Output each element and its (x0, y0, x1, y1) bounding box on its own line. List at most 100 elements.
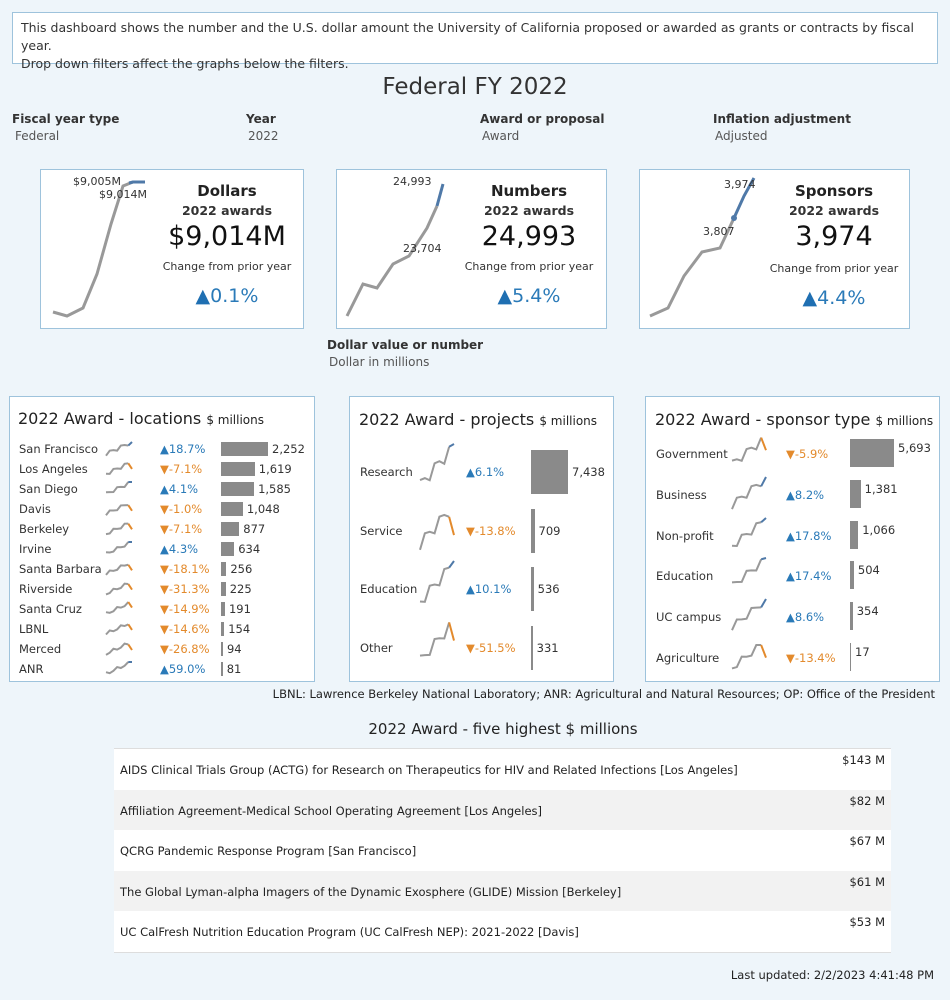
up-triangle-icon: ▲ (786, 610, 795, 625)
change-percent: ▼-13.8% (466, 523, 516, 538)
trend-sparkline (731, 437, 767, 463)
down-triangle-icon: ▼ (160, 622, 169, 636)
award-amount: $82 M (849, 793, 885, 808)
change-percent: ▼-26.8% (160, 642, 210, 656)
value-bar (850, 602, 853, 631)
value-bar (531, 567, 534, 611)
breakdown-row[interactable]: Other ▼-51.5% 331 (350, 617, 613, 676)
change-percent: ▼-1.0% (160, 502, 203, 516)
value-bar (850, 643, 851, 671)
breakdown-row[interactable]: Santa Cruz ▼-14.9% 191 (10, 599, 314, 619)
change-percent: ▼-14.6% (160, 622, 210, 636)
kpi-subtitle: 2022 awards (483, 203, 575, 218)
trend-sparkline (731, 644, 767, 670)
row-label: Non-profit (656, 528, 714, 543)
intro-text-line2: Drop down filters affect the graphs belo… (21, 56, 349, 71)
breakdown-row[interactable]: Research ▲6.1% 7,438 (350, 441, 613, 500)
filter-label: Award or proposal (480, 112, 605, 126)
filter-value[interactable]: 2022 (248, 129, 279, 143)
breakdown-row[interactable]: Santa Barbara ▼-18.1% 256 (10, 559, 314, 579)
filter-value[interactable]: Award (482, 129, 520, 143)
row-label: Government (656, 447, 728, 461)
breakdown-row[interactable]: Riverside ▼-31.3% 225 (10, 579, 314, 599)
bar-value-label: 1,619 (258, 462, 292, 476)
row-label: Davis (19, 502, 51, 516)
spark-label-prior: 3,807 (703, 225, 735, 238)
up-triangle-icon: ▲ (160, 542, 169, 556)
breakdown-row[interactable]: Los Angeles ▼-7.1% 1,619 (10, 459, 314, 479)
row-label: Service (360, 523, 403, 538)
spark-label-current: 3,974 (724, 178, 756, 191)
kpi-change: ▲5.4% (497, 285, 561, 307)
award-amount: $143 M (842, 753, 885, 767)
panel-title: 2022 Award - locations $ millions (18, 409, 264, 428)
filter-value[interactable]: Dollar in millions (329, 355, 430, 369)
filter-dollar-value-or-number[interactable]: Dollar value or number Dollar in million… (327, 338, 483, 369)
kpi-value: 24,993 (481, 221, 577, 252)
breakdown-row[interactable]: Irvine ▲4.3% 634 (10, 539, 314, 559)
breakdown-row[interactable]: San Francisco ▲18.7% 2,252 (10, 439, 314, 459)
breakdown-row[interactable]: Business ▲8.2% 1,381 (646, 474, 939, 515)
trend-sparkline (731, 598, 767, 631)
breakdown-row[interactable]: LBNL ▼-14.6% 154 (10, 619, 314, 639)
page-title: Federal FY 2022 (382, 74, 568, 100)
top-five-title: 2022 Award - five highest $ millions (368, 720, 638, 738)
filter-inflation-adjustment[interactable]: Inflation adjustment Adjusted (713, 112, 851, 143)
intro-text-line1: This dashboard shows the number and the … (21, 20, 914, 53)
bar-value-label: 536 (537, 582, 560, 596)
panel-title: 2022 Award - sponsor type $ millions (655, 410, 934, 429)
change-percent: ▼-31.3% (160, 582, 210, 596)
bar-value-label: 191 (228, 602, 251, 616)
breakdown-row[interactable]: Berkeley ▼-7.1% 877 (10, 519, 314, 539)
value-bar (221, 662, 223, 676)
dollars-sparkline (52, 180, 145, 318)
bar-value-label: 634 (238, 542, 261, 556)
bar-value-label: 94 (226, 642, 242, 656)
breakdown-row[interactable]: Service ▼-13.8% 709 (350, 500, 613, 559)
bar-value-label: 504 (857, 563, 880, 578)
change-percent: ▲17.4% (786, 569, 832, 584)
row-label: Santa Cruz (19, 602, 82, 616)
change-percent: ▲4.3% (160, 542, 199, 556)
change-percent: ▼-5.9% (786, 447, 829, 461)
up-triangle-icon: ▲ (195, 285, 211, 307)
value-bar (221, 642, 223, 656)
kpi-title: Sponsors (794, 182, 874, 200)
value-bar (221, 602, 225, 616)
award-name: Affiliation Agreement-Medical School Ope… (120, 803, 542, 818)
filter-award-or-proposal[interactable]: Award or proposal Award (480, 112, 604, 143)
up-triangle-icon: ▲ (466, 465, 475, 479)
breakdown-row[interactable]: Education ▲17.4% 504 (646, 555, 939, 596)
up-triangle-icon: ▲ (160, 482, 169, 496)
value-bar (221, 582, 226, 596)
kpi-card-sponsors: 3,974 3,807 Sponsors 2022 awards 3,974 C… (639, 169, 910, 329)
breakdown-row[interactable]: Agriculture ▼-13.4% 17 (646, 637, 939, 678)
row-label: Merced (19, 642, 62, 656)
bar-value-label: 256 (230, 562, 253, 576)
filter-value[interactable]: Adjusted (715, 129, 768, 143)
breakdown-row[interactable]: Education ▲10.1% 536 (350, 558, 613, 617)
filter-year[interactable]: Year 2022 (246, 112, 279, 143)
kpi-title: Numbers (490, 182, 568, 200)
breakdown-row[interactable]: Non-profit ▲17.8% 1,066 (646, 515, 939, 556)
row-label: Education (656, 569, 714, 584)
breakdown-row[interactable]: San Diego ▲4.1% 1,585 (10, 479, 314, 499)
breakdown-row[interactable]: Merced ▼-26.8% 94 (10, 639, 314, 659)
breakdown-row[interactable]: ANR ▲59.0% 81 (10, 659, 314, 679)
trend-sparkline (731, 476, 767, 510)
filter-fiscal-year-type[interactable]: Fiscal year type Federal (12, 112, 119, 143)
kpi-value: $9,014M (168, 221, 286, 252)
bar-value-label: 877 (243, 522, 266, 536)
table-row: UC CalFresh Nutrition Education Program … (114, 911, 891, 952)
trend-sparkline (105, 642, 133, 656)
breakdown-row[interactable]: Davis ▼-1.0% 1,048 (10, 499, 314, 519)
breakdown-row[interactable]: UC campus ▲8.6% 354 (646, 596, 939, 637)
award-amount: $67 M (849, 834, 885, 849)
value-bar (221, 482, 255, 496)
trend-sparkline (105, 481, 133, 494)
up-triangle-icon: ▲ (802, 287, 818, 309)
row-label: Los Angeles (19, 462, 88, 476)
filter-value[interactable]: Federal (15, 129, 60, 143)
row-label: Research (360, 465, 413, 479)
breakdown-row[interactable]: Government ▼-5.9% 5,693 (646, 433, 939, 474)
